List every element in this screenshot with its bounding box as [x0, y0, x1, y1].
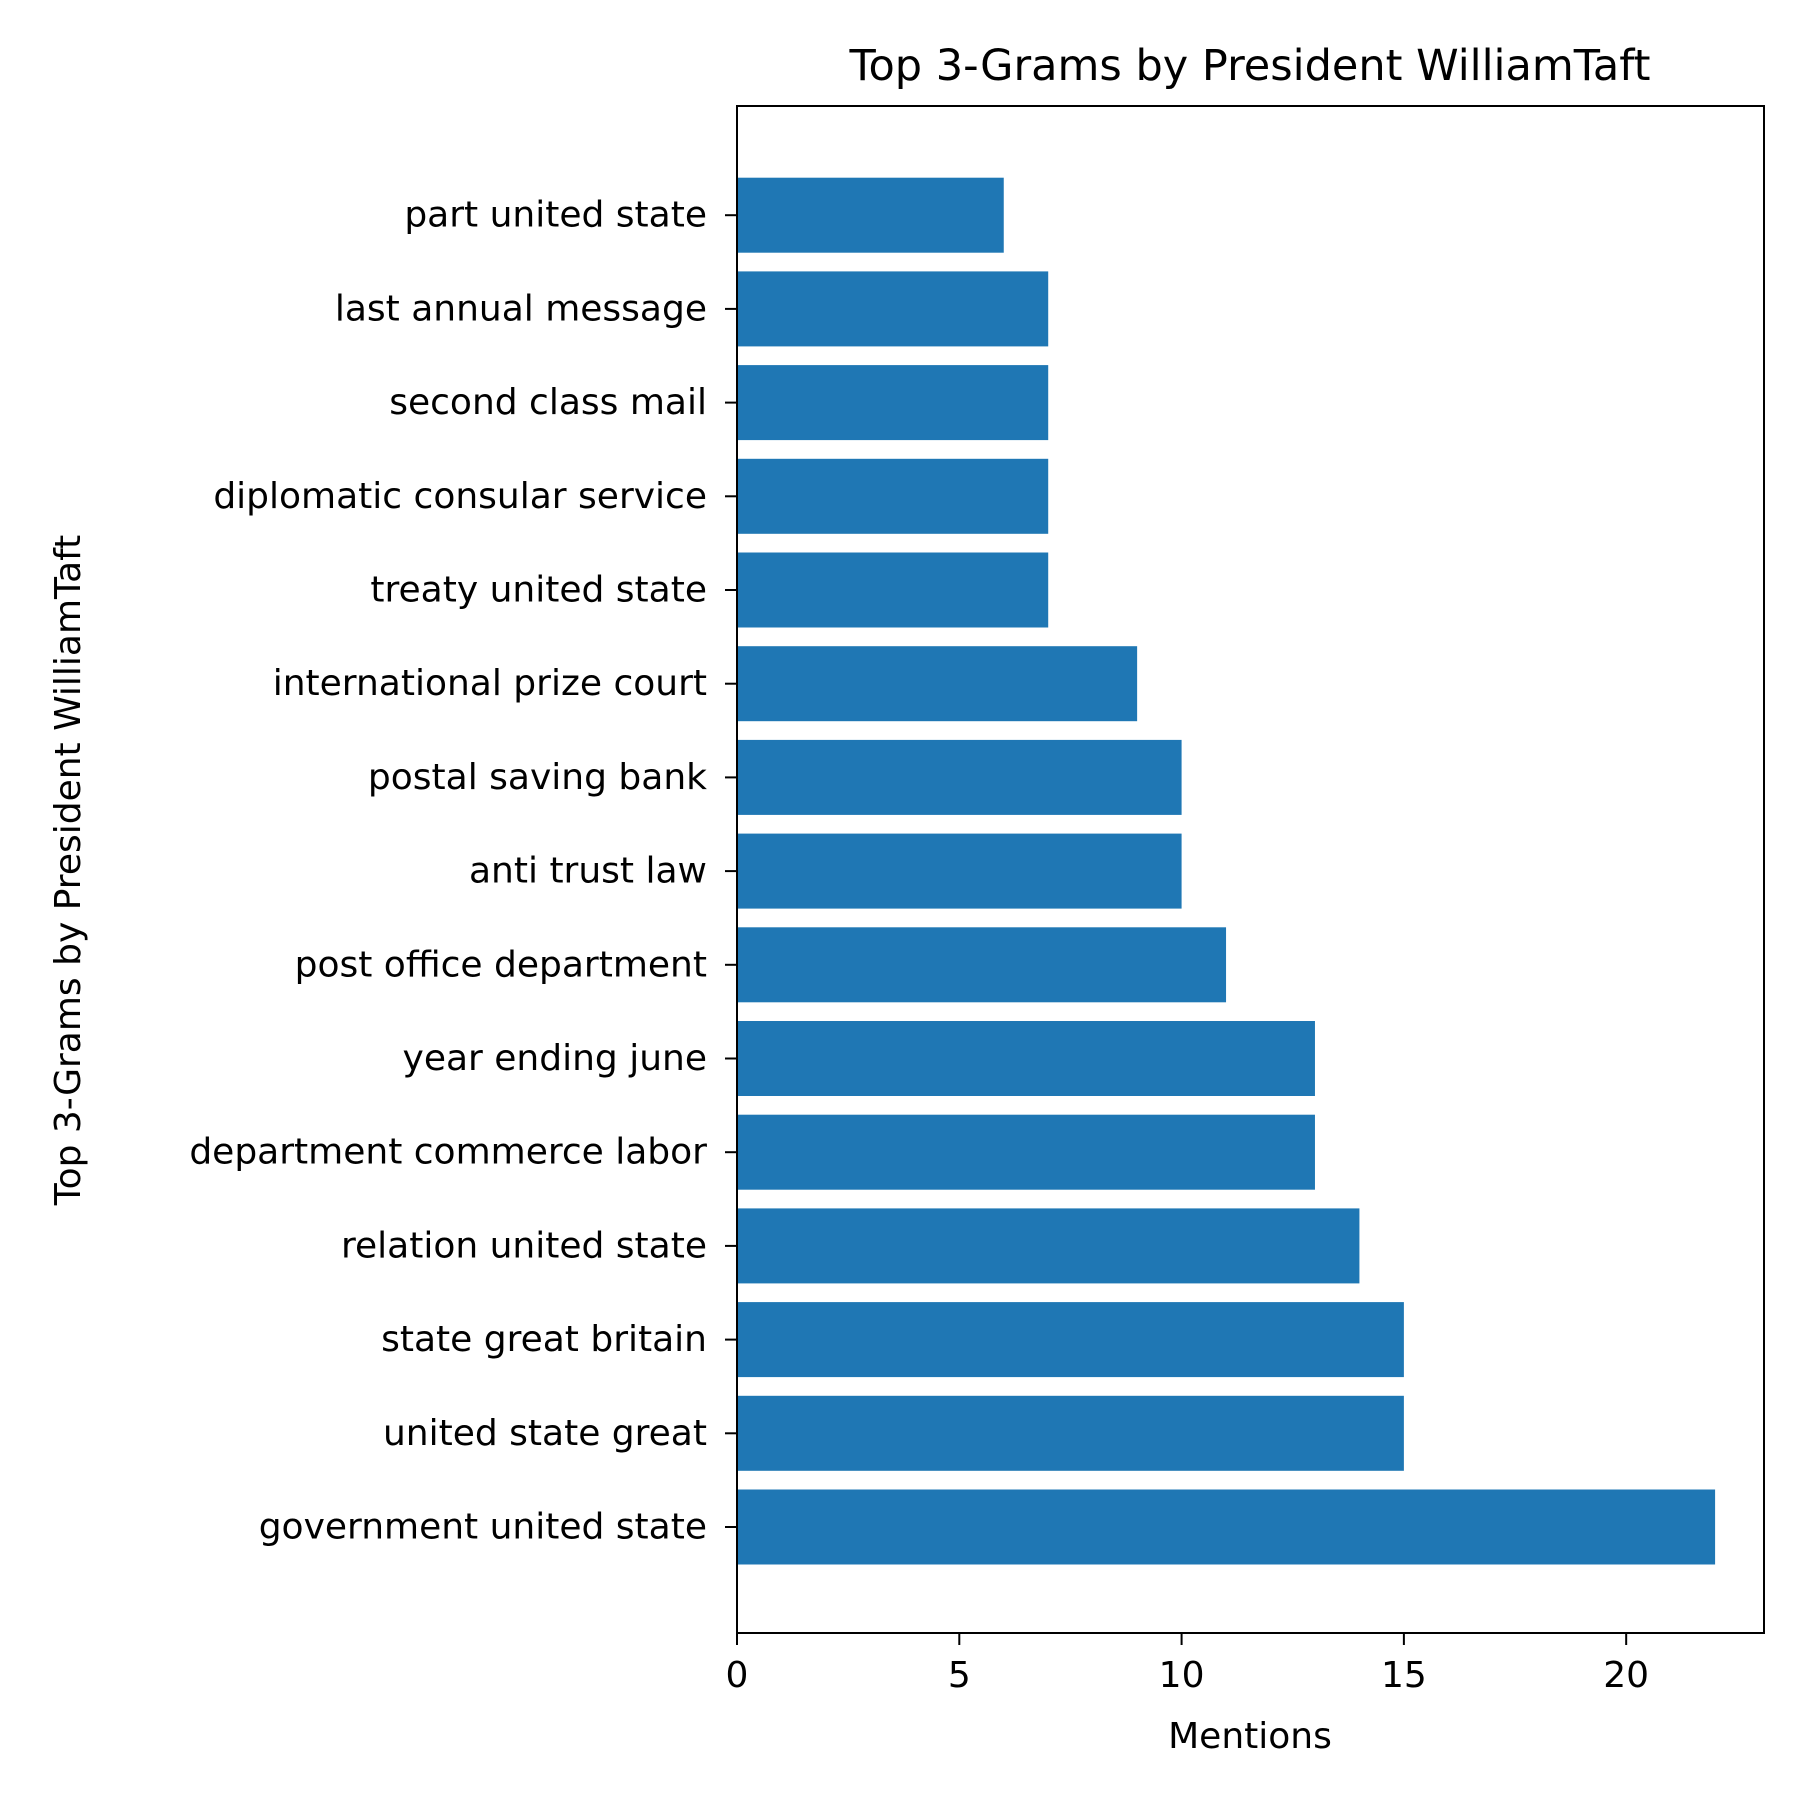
bar-diplomatic-consular-service — [737, 458, 1049, 534]
y-tick-label: international prize court — [273, 663, 707, 704]
plot-frame — [736, 105, 1765, 1634]
bar-relation-united-state — [737, 1208, 1360, 1284]
y-tick-label: diplomatic consular service — [213, 476, 707, 517]
y-axis-ticks: government united state united state grea… — [189, 195, 737, 1548]
x-tick-label: 0 — [726, 1655, 749, 1696]
bar-united-state-great — [737, 1395, 1404, 1471]
bar-department-commerce-labor — [737, 1114, 1315, 1190]
bar-post-office-department — [737, 927, 1227, 1003]
x-axis-label: Mentions — [1168, 1716, 1332, 1757]
y-tick-label: postal saving bank — [368, 757, 707, 798]
y-tick-label: relation united state — [341, 1225, 707, 1266]
x-tick-label: 15 — [1381, 1655, 1427, 1696]
bar-state-great-britain — [737, 1302, 1404, 1378]
bar-postal-saving-bank — [737, 739, 1182, 815]
bars-layer — [737, 177, 1716, 1565]
x-tick-label: 10 — [1159, 1655, 1205, 1696]
bar-part-united-state — [737, 177, 1004, 253]
chart-title: Top 3-Grams by President WilliamTaft — [849, 41, 1651, 91]
x-axis-ticks: 0 5 10 15 20 — [726, 1633, 1649, 1696]
x-tick-label: 20 — [1603, 1655, 1649, 1696]
y-tick-label: treaty united state — [370, 570, 707, 611]
y-tick-label: year ending june — [403, 1038, 707, 1079]
y-tick-label: anti trust law — [469, 851, 707, 892]
y-tick-label: united state great — [383, 1413, 707, 1454]
y-tick-label: second class mail — [389, 382, 707, 423]
y-tick-label: government united state — [259, 1507, 707, 1548]
bar-anti-trust-law — [737, 833, 1182, 909]
y-tick-label: state great britain — [381, 1319, 707, 1360]
bar-treaty-united-state — [737, 552, 1049, 628]
y-tick-label: post office department — [295, 944, 707, 985]
y-tick-label: part united state — [404, 195, 707, 236]
bar-second-class-mail — [737, 365, 1049, 441]
bar-international-prize-court — [737, 646, 1138, 722]
bar-year-ending-june — [737, 1021, 1315, 1096]
y-axis-label: Top 3-Grams by President WilliamTaft — [48, 535, 89, 1207]
bar-government-united-state — [737, 1489, 1716, 1565]
x-tick-label: 5 — [948, 1655, 971, 1696]
y-tick-label: last annual message — [335, 288, 707, 329]
y-tick-label: department commerce labor — [189, 1132, 707, 1173]
bar-last-annual-message — [737, 271, 1049, 347]
